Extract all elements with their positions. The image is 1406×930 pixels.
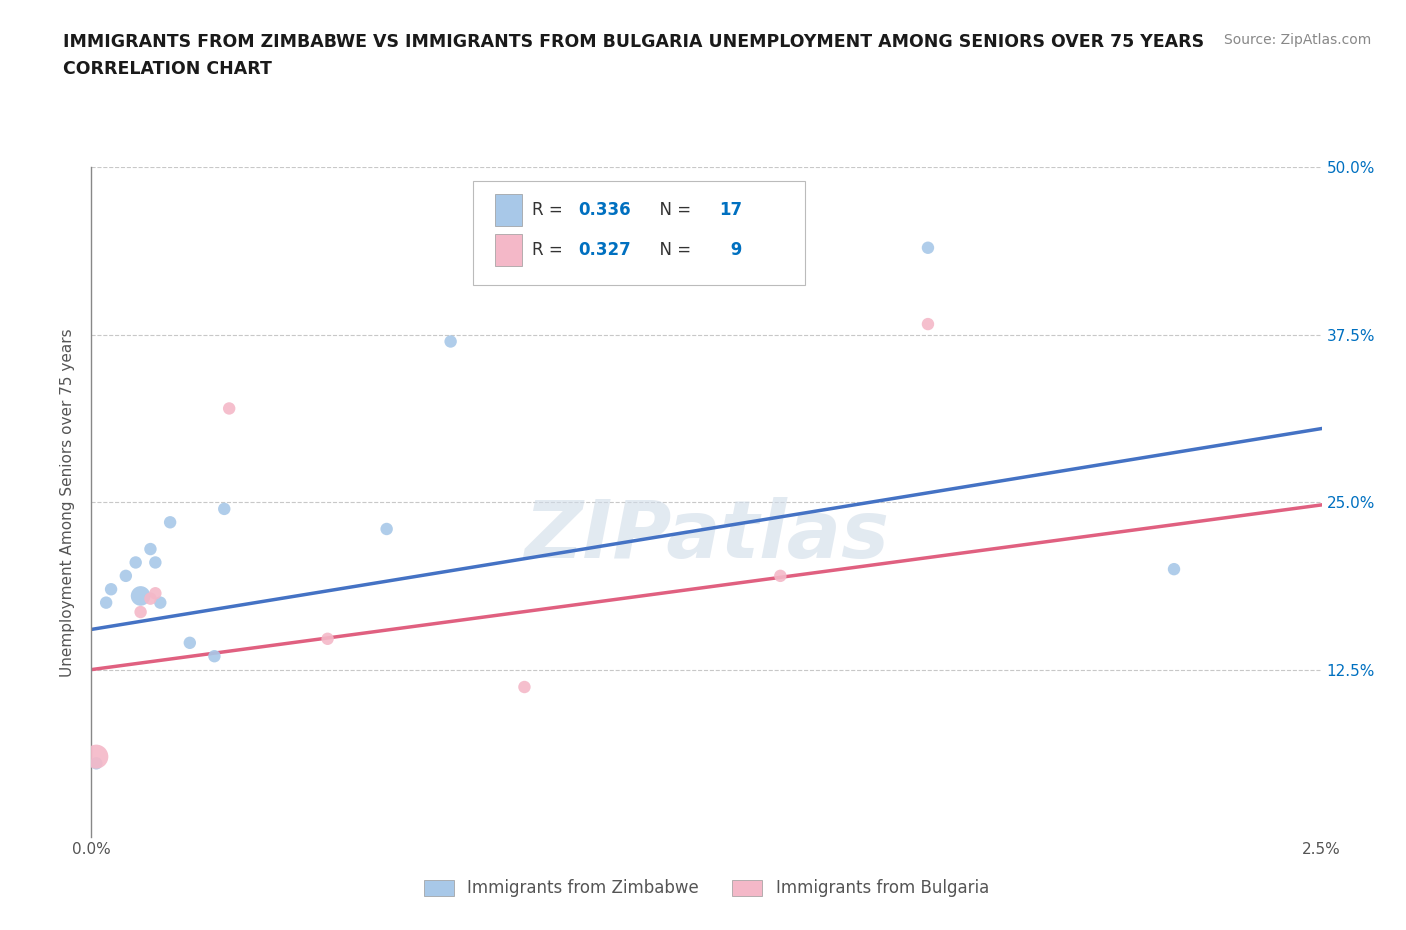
Point <box>218 401 240 416</box>
Text: 17: 17 <box>718 201 742 219</box>
Text: N =: N = <box>648 201 696 219</box>
Text: R =: R = <box>531 241 568 259</box>
Point <box>149 595 172 610</box>
Point <box>917 316 939 331</box>
Text: Source: ZipAtlas.com: Source: ZipAtlas.com <box>1223 33 1371 46</box>
Point <box>316 631 339 646</box>
Text: CORRELATION CHART: CORRELATION CHART <box>63 60 273 78</box>
Point <box>96 595 117 610</box>
FancyBboxPatch shape <box>472 180 804 285</box>
Point <box>100 582 122 597</box>
Point <box>139 541 162 556</box>
Text: N =: N = <box>648 241 696 259</box>
Point <box>124 555 148 570</box>
Text: R =: R = <box>531 201 568 219</box>
Point <box>439 334 461 349</box>
Point <box>114 568 138 583</box>
Text: 0.327: 0.327 <box>578 241 631 259</box>
Point <box>145 586 166 601</box>
Point <box>139 591 162 606</box>
Point <box>86 756 108 771</box>
Point <box>129 604 152 619</box>
Point <box>917 240 939 255</box>
Text: IMMIGRANTS FROM ZIMBABWE VS IMMIGRANTS FROM BULGARIA UNEMPLOYMENT AMONG SENIORS : IMMIGRANTS FROM ZIMBABWE VS IMMIGRANTS F… <box>63 33 1205 50</box>
Point <box>145 555 166 570</box>
Point <box>375 522 398 537</box>
Point <box>1163 562 1185 577</box>
Point <box>159 515 181 530</box>
Point <box>86 750 108 764</box>
FancyBboxPatch shape <box>495 233 522 266</box>
FancyBboxPatch shape <box>495 193 522 226</box>
Point <box>179 635 201 650</box>
Point <box>769 568 792 583</box>
Text: ZIPatlas: ZIPatlas <box>524 497 889 575</box>
Point <box>214 501 236 516</box>
Point <box>129 589 152 604</box>
Text: 9: 9 <box>725 241 742 259</box>
Point <box>202 649 225 664</box>
Y-axis label: Unemployment Among Seniors over 75 years: Unemployment Among Seniors over 75 years <box>60 328 76 676</box>
Point <box>513 680 536 695</box>
Text: 0.336: 0.336 <box>578 201 631 219</box>
Legend: Immigrants from Zimbabwe, Immigrants from Bulgaria: Immigrants from Zimbabwe, Immigrants fro… <box>416 871 997 906</box>
